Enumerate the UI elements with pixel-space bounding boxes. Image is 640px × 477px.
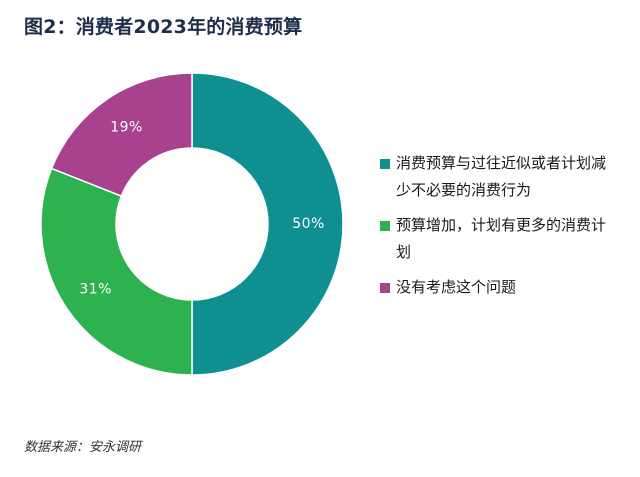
donut-slice-3 bbox=[50, 72, 193, 197]
donut-slice-1 bbox=[191, 72, 344, 376]
legend-label-3: 没有考虑这个问题 bbox=[396, 278, 517, 296]
legend-item-2: 预算增加，计划有更多的消费计划 bbox=[380, 212, 612, 266]
legend-label-1: 消费预算与过往近似或者计划减少不必要的消费行为 bbox=[396, 154, 607, 199]
slice-label-1: 50% bbox=[292, 216, 325, 232]
slice-label-3: 19% bbox=[110, 120, 143, 136]
donut-slice-2 bbox=[40, 167, 193, 376]
slice-label-2: 31% bbox=[79, 281, 112, 297]
source-note: 数据来源：安永调研 bbox=[24, 440, 142, 455]
legend-swatch-3 bbox=[380, 283, 390, 293]
chart-legend: 消费预算与过往近似或者计划减少不必要的消费行为 预算增加，计划有更多的消费计划没有… bbox=[380, 150, 612, 309]
legend-label-2: 预算增加，计划有更多的消费计划 bbox=[396, 216, 607, 261]
legend-swatch-1 bbox=[380, 159, 390, 169]
legend-swatch-2 bbox=[380, 221, 390, 231]
chart-title: 图2：消费者2023年的消费预算 bbox=[24, 16, 303, 38]
legend-item-1: 消费预算与过往近似或者计划减少不必要的消费行为 bbox=[380, 150, 612, 204]
legend-item-3: 没有考虑这个问题 bbox=[380, 274, 612, 301]
